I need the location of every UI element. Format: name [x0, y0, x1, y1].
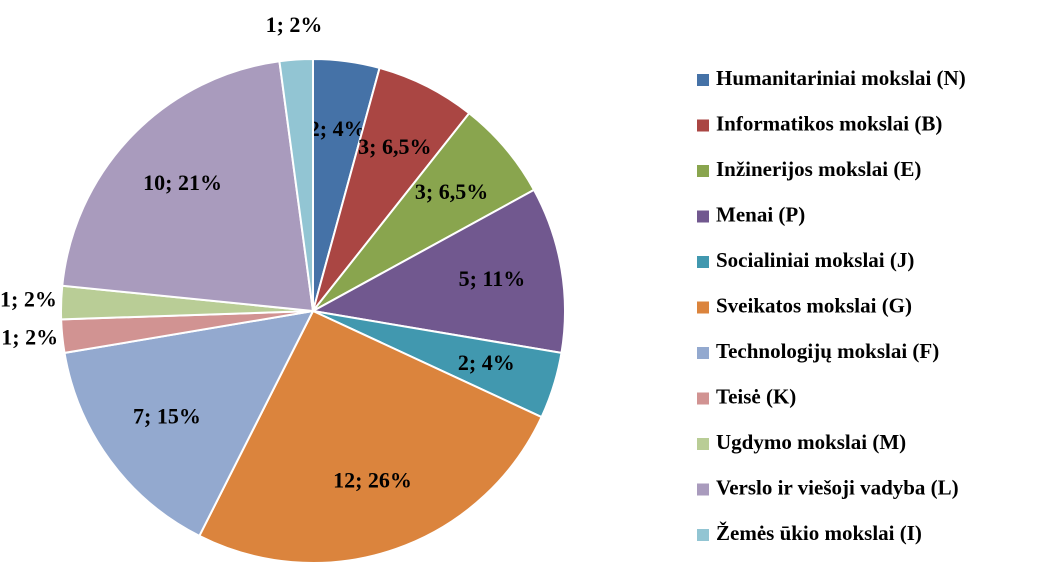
pie-slice	[198, 309, 543, 564]
data-label: 3; 6,5%	[358, 134, 431, 159]
data-label: 12; 26%	[333, 467, 412, 492]
data-label: 1; 2%	[0, 287, 57, 312]
data-label: 7; 15%	[133, 404, 201, 429]
data-label: 1; 2%	[266, 12, 323, 37]
pie-slice	[63, 309, 315, 538]
legend-swatch	[697, 256, 709, 268]
pie-slice	[278, 57, 314, 312]
legend-label: Žemės ūkio mokslai (I)	[716, 521, 922, 545]
legend-swatch	[697, 392, 709, 405]
pie-slice	[309, 188, 566, 355]
legend-label: Socialiniai mokslai (J)	[716, 248, 914, 272]
legend-label: Sveikatos mokslai (G)	[716, 293, 912, 317]
legend-swatch	[697, 74, 709, 86]
legend-label: Humanitariniai mokslai (N)	[716, 66, 966, 90]
legend-swatch	[697, 210, 709, 223]
legend-swatch	[697, 529, 709, 541]
data-label: 2; 4%	[309, 116, 366, 141]
legend-label: Verslo ir viešoji vadyba (L)	[716, 475, 959, 499]
legend-swatch	[697, 347, 709, 359]
legend-swatch	[697, 119, 709, 132]
legend-label: Ugdymo mokslai (M)	[716, 430, 906, 454]
pie-slice	[61, 60, 315, 313]
data-label: 10; 21%	[143, 170, 222, 195]
data-label: 5; 11%	[459, 266, 526, 291]
legend-swatch	[697, 483, 709, 496]
data-label: 3; 6,5%	[415, 179, 488, 204]
legend-label: Inžinerijos mokslai (E)	[716, 157, 921, 181]
legend-label: Teisė (K)	[716, 384, 796, 408]
data-label: 1; 2%	[1, 325, 58, 350]
legend-label: Informatikos mokslai (B)	[716, 111, 942, 135]
legend-label: Menai (P)	[716, 202, 805, 226]
data-label: 2; 4%	[458, 350, 515, 375]
legend-swatch	[697, 301, 709, 314]
legend-swatch	[697, 438, 709, 450]
legend-label: Technologijų mokslai (F)	[716, 339, 939, 363]
legend-swatch	[697, 165, 709, 177]
